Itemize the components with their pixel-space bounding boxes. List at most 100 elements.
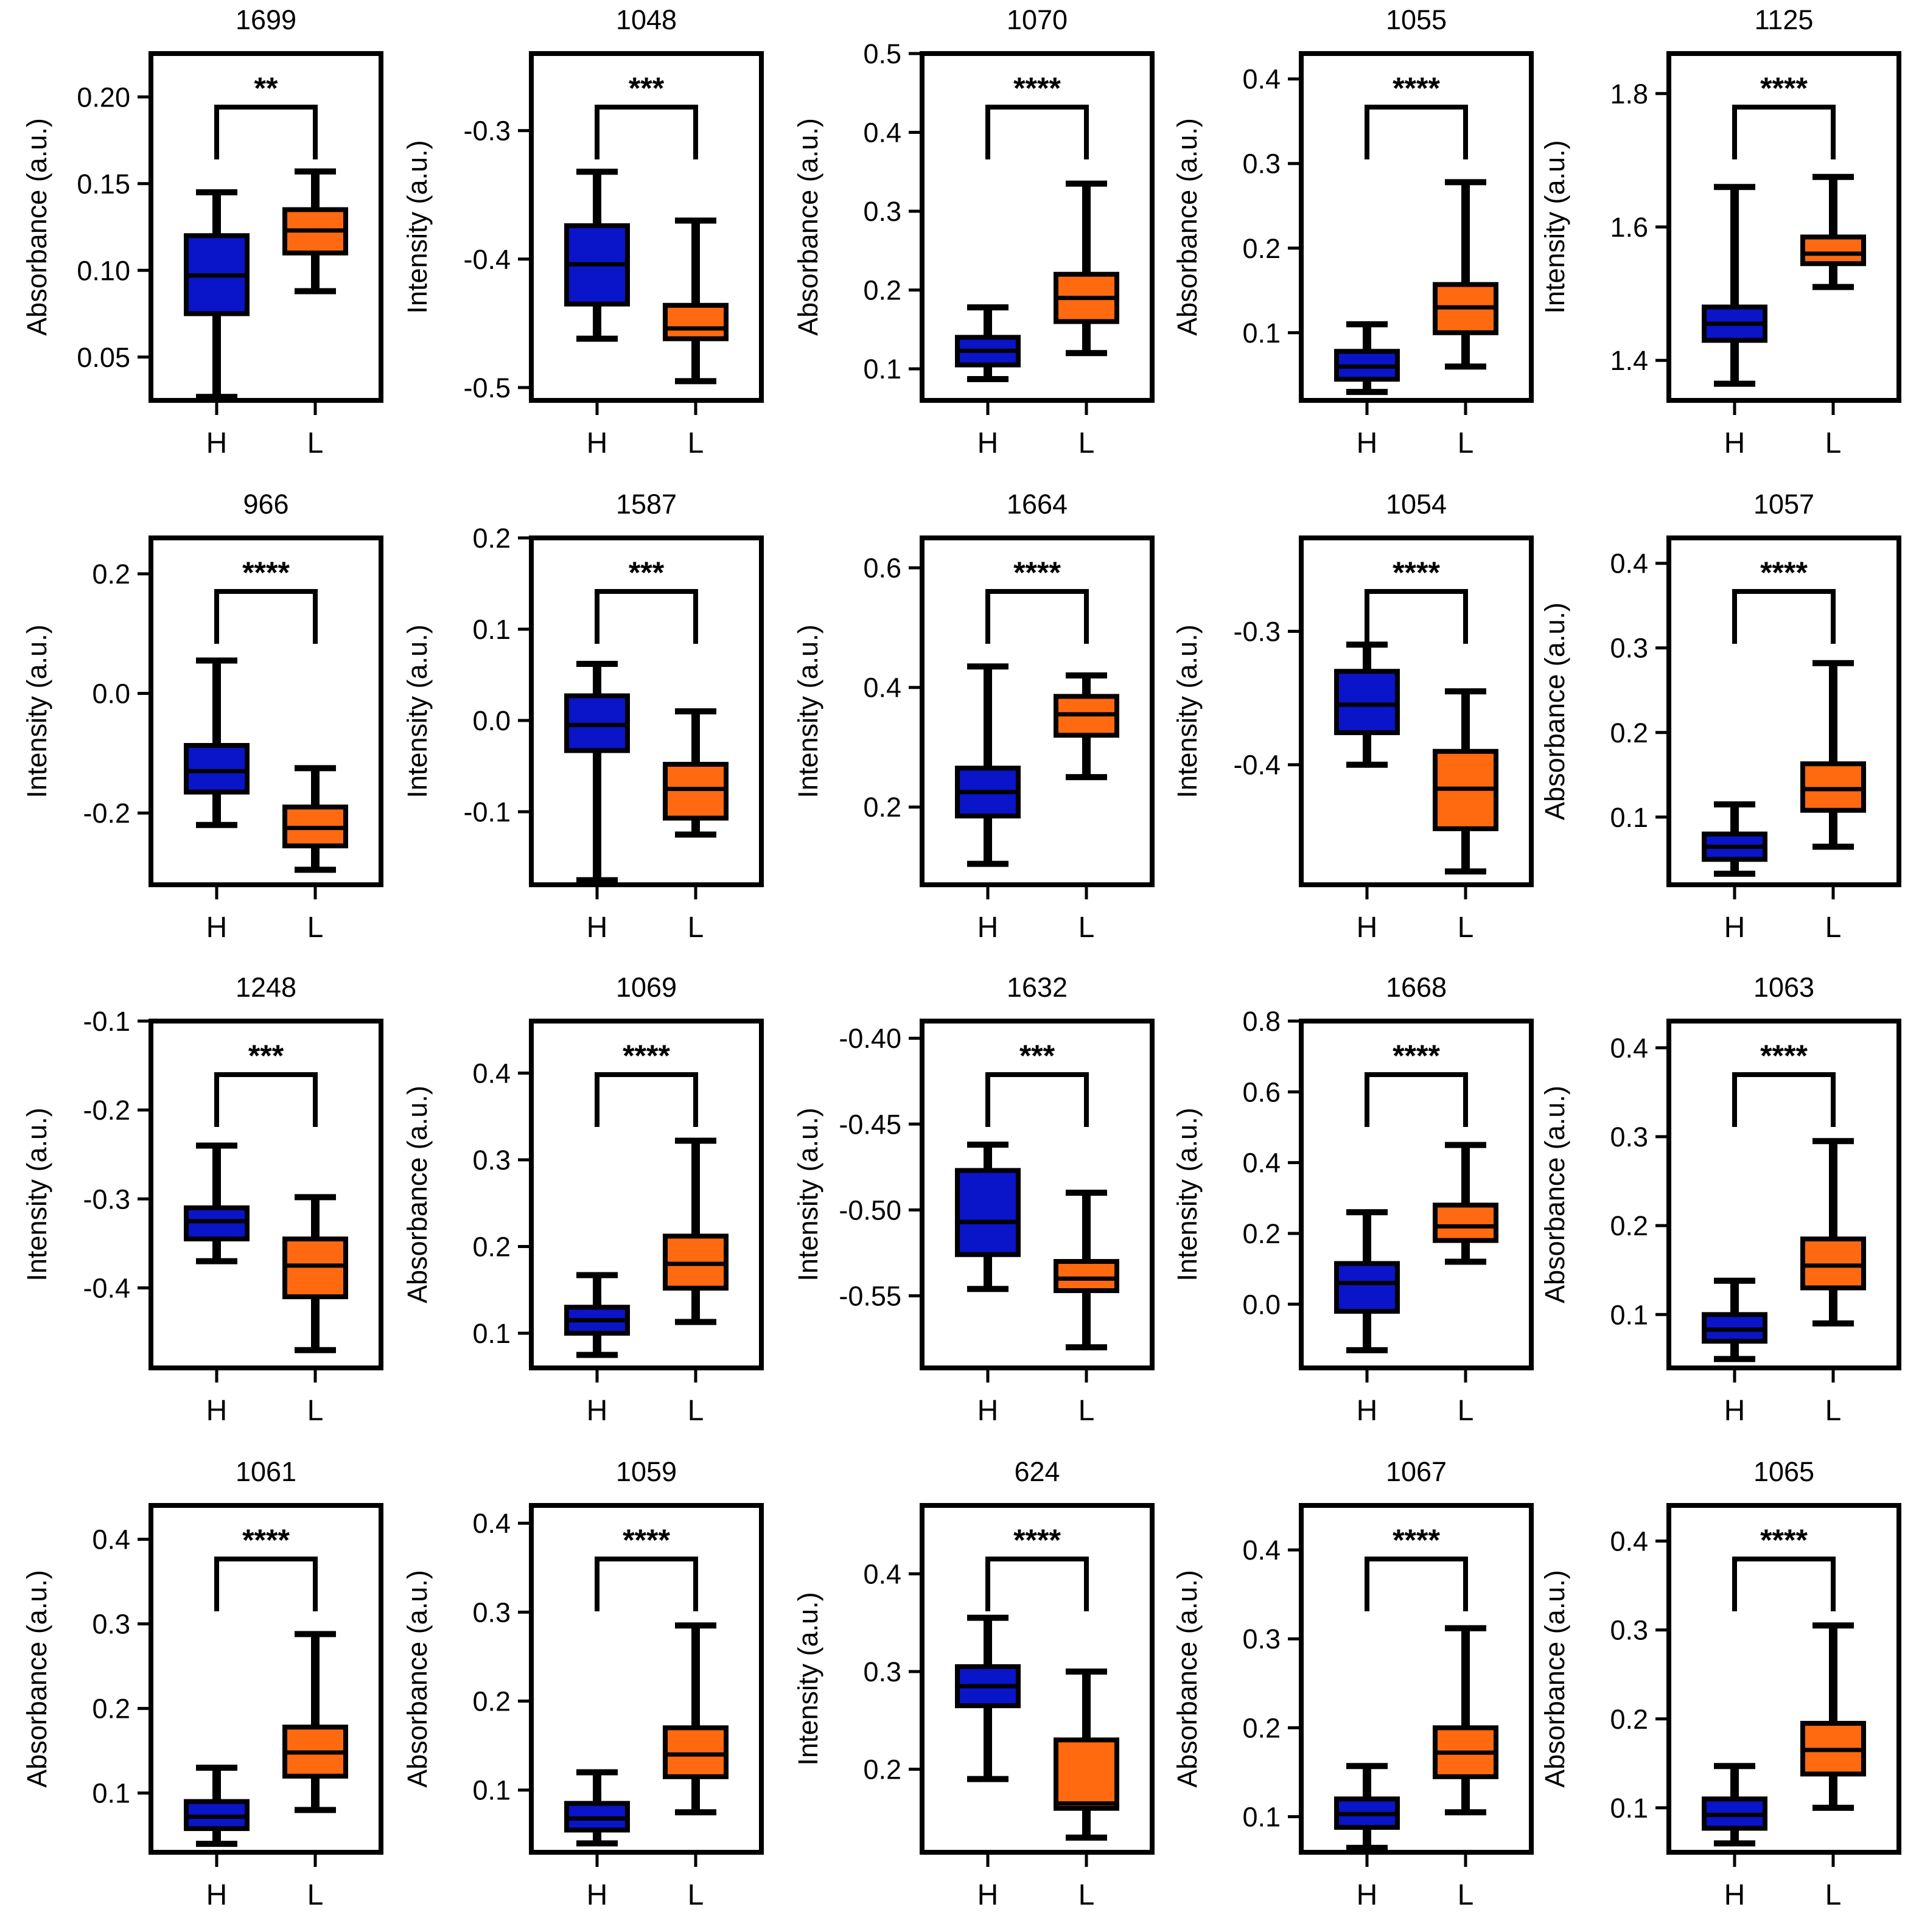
plot-frame xyxy=(920,1019,1155,1370)
y-tick-label: 0.4 xyxy=(863,672,901,703)
panel-1069: 1069 Absorbance (a.u.) 0.1 0.2 0.3 0.4 H L **** xyxy=(402,972,764,1427)
panel-title: 1069 xyxy=(616,972,677,1003)
plot-frame xyxy=(1666,1503,1901,1855)
y-tick-label: 0.3 xyxy=(472,1597,511,1628)
y-tick-label: 0.3 xyxy=(1610,633,1648,664)
y-tick-label: 0.3 xyxy=(1610,1121,1648,1153)
y-tick-label: -0.1 xyxy=(83,1006,130,1037)
plot-frame xyxy=(920,51,1155,403)
y-tick-label: 0.1 xyxy=(92,1778,130,1809)
y-axis-label: Absorbance (a.u.) xyxy=(21,1570,52,1788)
significance-bracket xyxy=(595,1072,698,1127)
box-H xyxy=(1334,1763,1400,1851)
box-H xyxy=(184,1764,250,1847)
x-tick-label: L xyxy=(307,912,324,944)
plot-frame xyxy=(149,1503,383,1855)
iqr-box xyxy=(282,1236,348,1300)
plot-frame xyxy=(149,1019,383,1370)
x-tick-label: H xyxy=(1724,1395,1746,1427)
plot-frame xyxy=(1299,51,1534,403)
plot-frame xyxy=(1299,1503,1534,1855)
panel-title: 1065 xyxy=(1753,1456,1814,1487)
y-axis-label: Intensity (a.u.) xyxy=(402,140,433,313)
significance-bracket xyxy=(1732,1072,1836,1127)
x-tick-label: L xyxy=(1825,912,1842,944)
plot-frame xyxy=(1666,51,1901,403)
y-tick-label: 0.4 xyxy=(1610,548,1648,579)
panel-title: 1070 xyxy=(1007,4,1068,35)
y-tick-label: 0.1 xyxy=(1610,802,1648,833)
significance-label: **** xyxy=(242,1523,290,1557)
y-axis-label: Absorbance (a.u.) xyxy=(402,1086,433,1303)
y-tick-label: 0.1 xyxy=(472,614,511,645)
y-axis-label: Absorbance (a.u.) xyxy=(1172,118,1203,336)
iqr-box xyxy=(1054,1259,1119,1294)
significance-bracket xyxy=(1365,1072,1468,1127)
box-L xyxy=(663,1137,729,1325)
y-axis-label: Intensity (a.u.) xyxy=(21,624,52,798)
y-tick-label: 0.2 xyxy=(1610,717,1648,748)
iqr-box xyxy=(1334,669,1400,736)
significance-label: *** xyxy=(1019,1039,1055,1073)
y-tick-label: 0.2 xyxy=(1610,1210,1648,1241)
y-tick-label: -0.4 xyxy=(83,1272,130,1303)
box-H xyxy=(1334,1209,1400,1353)
y-tick-label: 1.4 xyxy=(1610,345,1648,376)
y-tick-label: 0.3 xyxy=(1242,148,1281,180)
box-H xyxy=(1702,801,1767,877)
plot-frame xyxy=(529,51,764,403)
panel-1248: 1248 Intensity (a.u.) -0.1 -0.2 -0.3 -0.4 H L **… xyxy=(21,972,383,1427)
significance-bracket xyxy=(1732,1557,1836,1611)
significance-label: **** xyxy=(1013,1523,1061,1557)
y-tick-label: 0.6 xyxy=(863,553,901,584)
box-H xyxy=(1702,184,1767,387)
y-tick-label: 0.0 xyxy=(92,678,130,710)
y-tick-label: 0.2 xyxy=(92,1693,130,1725)
y-tick-label: -0.2 xyxy=(83,798,130,829)
significance-label: **** xyxy=(1393,71,1440,105)
panel-966: 966 Intensity (a.u.) 0.2 0.0 -0.2 H L **** xyxy=(21,489,383,944)
x-tick-label: L xyxy=(1825,1395,1842,1427)
significance-label: ** xyxy=(254,71,278,105)
x-tick-label: H xyxy=(977,427,999,459)
y-tick-label: 0.2 xyxy=(863,792,901,823)
iqr-box xyxy=(184,743,250,795)
box-L xyxy=(1800,173,1866,290)
significance-bracket xyxy=(214,1072,318,1127)
panel-title: 1699 xyxy=(236,4,296,35)
panel-1664: 1664 Intensity (a.u.) 0.2 0.4 0.6 H L **** xyxy=(792,489,1155,944)
x-tick-label: L xyxy=(307,427,324,459)
y-tick-label: 0.2 xyxy=(472,1232,511,1263)
y-tick-label: 0.1 xyxy=(1242,1802,1281,1833)
significance-bracket xyxy=(214,589,318,644)
y-tick-label: 0.5 xyxy=(863,38,901,69)
y-tick-label: -0.3 xyxy=(463,116,511,147)
x-tick-label: H xyxy=(977,1395,999,1427)
iqr-box xyxy=(184,1205,250,1242)
y-tick-label: -0.55 xyxy=(839,1280,901,1311)
panel-title: 1587 xyxy=(616,489,677,520)
x-tick-label: L xyxy=(1458,912,1474,944)
box-L xyxy=(282,168,348,295)
significance-label: **** xyxy=(1013,71,1061,105)
iqr-box xyxy=(1800,234,1866,267)
iqr-box xyxy=(663,762,729,821)
plot-frame xyxy=(1299,1019,1534,1370)
iqr-box xyxy=(1433,1202,1498,1243)
panel-1055: 1055 Absorbance (a.u.) 0.1 0.2 0.3 0.4 H L **** xyxy=(1172,4,1534,459)
y-tick-label: 0.05 xyxy=(77,342,130,373)
y-tick-label: 0.4 xyxy=(472,1058,511,1089)
x-tick-label: L xyxy=(1458,1395,1474,1427)
y-tick-label: 0.4 xyxy=(92,1524,130,1555)
x-tick-label: L xyxy=(688,1395,704,1427)
y-tick-label: 0.3 xyxy=(863,1656,901,1687)
plot-frame xyxy=(149,535,383,887)
box-L xyxy=(282,1194,348,1353)
box-H xyxy=(1334,321,1400,396)
plot-frame xyxy=(920,1503,1155,1855)
y-tick-label: 0.2 xyxy=(1610,1704,1648,1735)
x-tick-label: L xyxy=(1078,1395,1095,1427)
box-H xyxy=(1702,1763,1767,1847)
y-tick-label: -0.40 xyxy=(839,1023,901,1054)
